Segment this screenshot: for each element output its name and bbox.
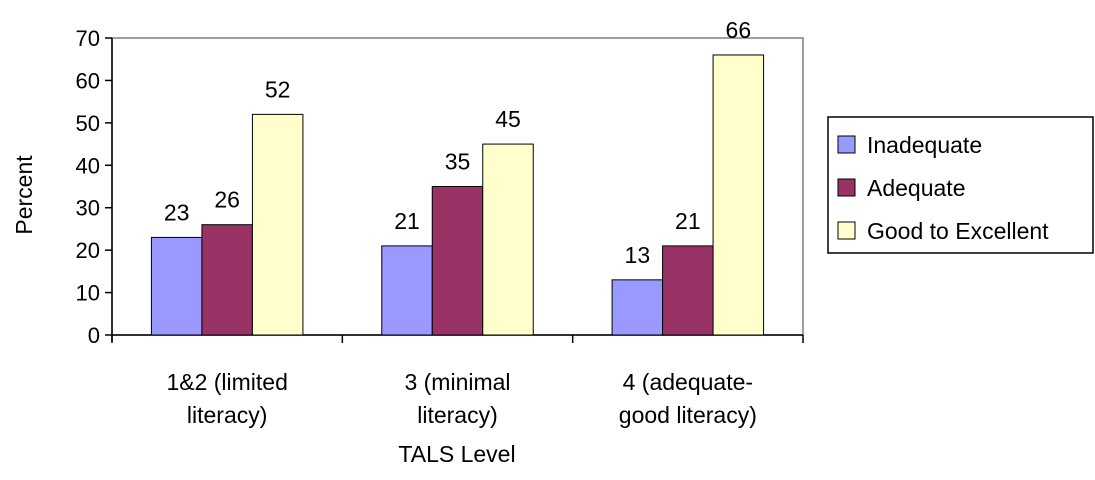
category-label-line: literacy)	[187, 402, 268, 428]
data-label: 21	[394, 208, 420, 234]
bar	[662, 245, 714, 336]
legend-swatch	[837, 135, 856, 154]
category-label-line: good literacy)	[619, 402, 757, 428]
data-labels: 23 21 13 26 35 21 52 45 66	[164, 17, 751, 268]
data-label: 26	[214, 187, 240, 213]
bar	[482, 143, 534, 336]
category-label-line: literacy)	[417, 402, 498, 428]
y-tick-label: 70	[76, 26, 100, 51]
data-label: 23	[164, 199, 190, 225]
data-label: 52	[265, 76, 291, 102]
data-label: 13	[625, 242, 651, 268]
y-tick-label: 10	[76, 281, 100, 306]
data-label: 45	[495, 106, 521, 132]
y-axis: 0 10 20 30 40 50 60 70	[76, 26, 113, 348]
bar	[431, 186, 484, 336]
legend: Inadequate Adequate Good to Excellent	[827, 116, 1094, 254]
bar	[381, 245, 433, 336]
x-axis: 1&2 (limited literacy) 3 (minimal literacy)…	[111, 334, 804, 428]
y-tick-label: 40	[76, 153, 100, 178]
category-label: 1&2 (limited literacy)	[166, 369, 287, 428]
category-label-line: 3 (minimal	[404, 369, 510, 395]
bars	[150, 54, 765, 336]
category-label-line: 1&2 (limited	[166, 369, 287, 395]
y-tick-label: 20	[76, 238, 100, 263]
category-label: 4 (adequate-good literacy)	[619, 369, 757, 428]
category-label: 3 (minimal literacy)	[404, 369, 510, 428]
data-label: 66	[726, 17, 752, 43]
y-tick-label: 30	[76, 196, 100, 221]
legend-label: Inadequate	[867, 132, 982, 158]
bar	[201, 224, 253, 336]
y-axis-title: Percent	[11, 155, 37, 235]
x-axis-title: TALS Level	[398, 441, 515, 467]
legend-swatch	[837, 178, 856, 197]
data-label: 35	[445, 149, 471, 175]
y-tick-label: 50	[76, 111, 100, 136]
bar	[611, 279, 664, 336]
category-label-line: 4 (adequate-	[623, 369, 753, 395]
legend-label: Adequate	[867, 175, 965, 201]
y-tick-label: 60	[76, 68, 100, 93]
legend-swatch	[837, 221, 856, 240]
bar	[251, 113, 304, 336]
bar	[712, 54, 765, 336]
legend-label: Good to Excellent	[867, 218, 1049, 244]
data-label: 21	[675, 208, 701, 234]
bar	[150, 236, 203, 336]
legend-box	[827, 116, 1094, 254]
y-tick-label: 0	[88, 323, 100, 348]
